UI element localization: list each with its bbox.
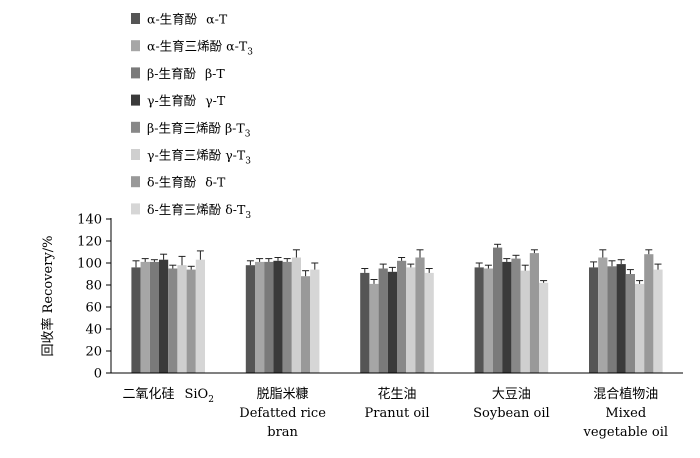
bar xyxy=(406,267,416,373)
bar xyxy=(424,272,434,373)
y-tick-label: 140 xyxy=(77,213,102,228)
y-tick-label: 100 xyxy=(77,257,102,272)
legend-swatch xyxy=(131,67,140,79)
bar xyxy=(589,267,599,373)
bar xyxy=(149,261,159,373)
y-tick-label: 60 xyxy=(85,301,102,316)
x-tick-label: 花生油 Pranut oil xyxy=(365,386,430,421)
legend-swatch xyxy=(131,94,140,106)
x-axis: 二氧化硅 SiO2 脱脂米糠 Defatted rice bran 花生油 Pranut o… xyxy=(111,372,683,440)
legend-label: δ-生育三烯酚 δ-T3 xyxy=(147,202,251,221)
bar xyxy=(131,267,141,373)
legend-swatch xyxy=(131,149,140,160)
y-axis: 0 20 40 60 80 100 120 140 xyxy=(77,213,112,382)
bar xyxy=(520,270,530,373)
bar xyxy=(502,261,512,373)
legend-label: α-生育酚 α-T xyxy=(147,12,228,27)
legend: α-生育酚 α-T α-生育三烯酚 α-T3 β-生育酚 β-T γ-生育酚 γ-T β-生育三… xyxy=(131,12,253,221)
bar xyxy=(291,257,301,373)
bar xyxy=(625,274,635,373)
bar xyxy=(369,283,379,373)
legend-label: β-生育三烯酚 β-T3 xyxy=(147,120,251,139)
bar xyxy=(397,260,407,373)
x-tick-label: 混合植物油 Mixed vegetable oil xyxy=(583,387,668,440)
y-axis-label: 回收率 Recovery/% xyxy=(40,235,56,356)
legend-swatch xyxy=(131,13,140,24)
legend-swatch xyxy=(131,203,140,215)
bar xyxy=(387,271,397,373)
y-tick-label: 40 xyxy=(85,323,102,338)
x-tick-label: 二氧化硅 SiO2 xyxy=(122,387,213,405)
bar xyxy=(415,257,425,373)
bar xyxy=(159,259,169,373)
bar xyxy=(282,261,292,373)
bar xyxy=(493,247,503,373)
legend-label: β-生育酚 β-T xyxy=(147,66,225,81)
legend-label: γ-生育三烯酚 γ-T3 xyxy=(147,148,251,167)
bar xyxy=(301,276,311,373)
legend-label: δ-生育酚 δ-T xyxy=(147,175,226,190)
legend-swatch xyxy=(131,40,140,52)
legend-label: α-生育三烯酚 α-T3 xyxy=(147,39,253,58)
bar xyxy=(511,258,521,373)
bar xyxy=(653,269,663,373)
bar xyxy=(177,265,187,373)
bar xyxy=(378,268,388,373)
bar xyxy=(195,259,205,373)
bar xyxy=(140,261,150,373)
bar xyxy=(245,265,255,373)
bar xyxy=(529,253,539,373)
bar xyxy=(539,282,549,373)
bar xyxy=(186,269,196,373)
y-tick-label: 0 xyxy=(94,367,102,382)
bar xyxy=(644,254,654,373)
bar xyxy=(474,267,484,373)
y-axis-title: 回收率 Recovery/% xyxy=(40,235,56,356)
bar xyxy=(168,268,178,373)
bar xyxy=(264,261,274,373)
legend-swatch xyxy=(131,176,140,188)
bar xyxy=(616,264,626,373)
x-tick-label: 脱脂米糠 Defatted rice bran xyxy=(239,386,326,440)
bar xyxy=(255,261,265,373)
legend-swatch xyxy=(131,121,140,133)
bar xyxy=(607,266,617,373)
legend-label: γ-生育酚 γ-T xyxy=(147,93,226,108)
bar xyxy=(273,260,283,373)
bar xyxy=(598,257,608,373)
y-tick-label: 80 xyxy=(85,279,102,294)
bar xyxy=(360,272,370,373)
y-tick-label: 120 xyxy=(77,235,102,250)
bar-series xyxy=(131,243,663,373)
bar xyxy=(483,268,493,373)
bar xyxy=(310,269,320,373)
y-tick-label: 20 xyxy=(85,345,102,360)
bar xyxy=(635,283,645,373)
x-tick-label: 大豆油 Soybean oil xyxy=(473,387,550,421)
